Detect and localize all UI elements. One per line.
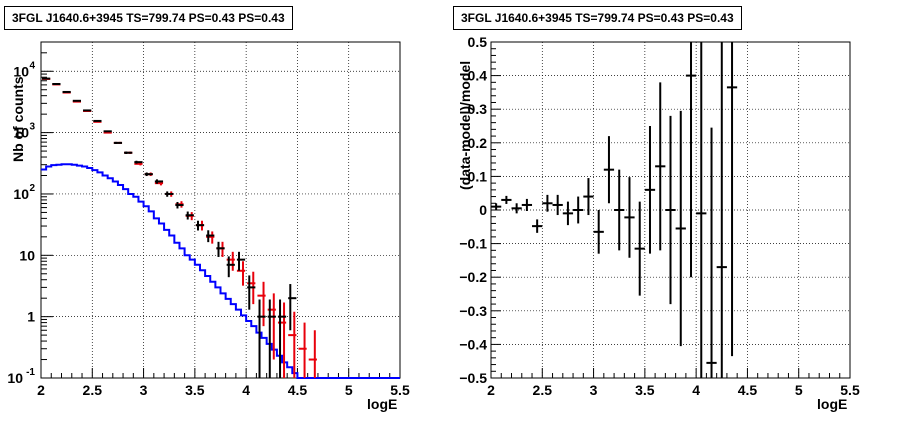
y-tick-label: 0 xyxy=(479,202,487,218)
chart-title: 3FGL J1640.6+3945 TS=799.74 PS=0.43 PS=0… xyxy=(4,6,293,30)
y-axis-label: Nb of counts xyxy=(10,76,26,162)
x-tick-label: 5 xyxy=(795,382,803,398)
model-histogram-line xyxy=(41,163,400,379)
y-tick-label: 0.5 xyxy=(468,34,488,50)
y-tick-label: 10 xyxy=(13,125,29,141)
right-chart-panel: 2 2.5 3 3.5 4 4.5 5 5.5 −0.5 −0.4 −0.3 −0.2 −0.1 0 0.1… xyxy=(449,0,898,421)
y-tick-label: −0.1 xyxy=(459,236,487,252)
y-tick-label: −0.5 xyxy=(459,370,487,386)
x-tick-label: 3.5 xyxy=(635,382,655,398)
chart-title: 3FGL J1640.6+3945 TS=799.74 PS=0.43 PS=0… xyxy=(453,6,742,30)
y-tick-label: 10 xyxy=(13,63,29,79)
y-tick-label: −0.2 xyxy=(459,269,487,285)
x-tick-label: 3 xyxy=(140,382,148,398)
residual-plot: 2 2.5 3 3.5 4 4.5 5 5.5 −0.5 −0.4 −0.3 −0.2 −0.1 0 0.1… xyxy=(459,34,860,398)
x-tick-label: 2.5 xyxy=(83,382,103,398)
x-axis-label: logE xyxy=(817,396,848,412)
y-tick-label: −0.3 xyxy=(459,303,487,319)
x-tick-label: 2 xyxy=(37,382,45,398)
x-tick-label: 4.5 xyxy=(738,382,758,398)
y-tick-label: 0.3 xyxy=(468,101,488,117)
y-tick-label: 0.1 xyxy=(468,168,488,184)
y-tick-label: 10 xyxy=(19,247,35,263)
x-tick-label: 5 xyxy=(345,382,353,398)
y-tick-exponent: -1 xyxy=(26,367,35,378)
x-tick-label: 4.5 xyxy=(288,382,308,398)
x-tick-label: 3 xyxy=(590,382,598,398)
x-tick-label: 2 xyxy=(487,382,495,398)
x-tick-label: 3.5 xyxy=(185,382,205,398)
y-tick-exponent: 3 xyxy=(29,122,35,133)
y-tick-label: −0.4 xyxy=(459,336,487,352)
x-axis-label: logE xyxy=(367,396,398,412)
y-tick-label: 10 xyxy=(13,186,29,202)
plot-frame xyxy=(40,41,401,379)
x-tick-label: 2.5 xyxy=(533,382,553,398)
x-tick-label: 5.5 xyxy=(390,382,410,398)
x-tick-label: 5.5 xyxy=(840,382,860,398)
x-tick-label: 4 xyxy=(242,382,250,398)
left-chart-panel: 2 2.5 3 3.5 4 4.5 5 5.5 10 -1 1 10 10 2 10 3 10 4 3FGL J1… xyxy=(4,6,410,412)
y-tick-label: 1 xyxy=(27,309,35,325)
y-axis-label: (data-model)/model xyxy=(457,60,473,190)
y-tick-exponent: 2 xyxy=(29,183,35,194)
y-tick-exponent: 4 xyxy=(29,60,35,71)
y-tick-label: 0.4 xyxy=(468,68,488,84)
y-tick-label: 10 xyxy=(7,370,23,386)
y-tick-label: 0.2 xyxy=(468,135,488,151)
x-tick-label: 4 xyxy=(692,382,700,398)
